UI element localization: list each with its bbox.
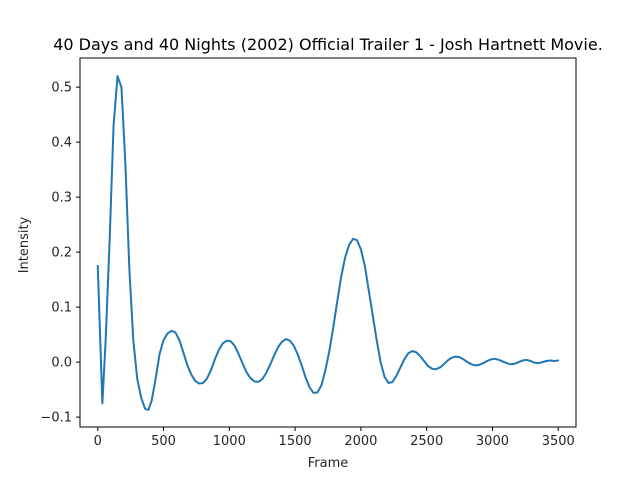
y-tick-label: 0.1 xyxy=(51,301,72,316)
x-tick-label: 500 xyxy=(151,434,176,449)
x-tick-label: 3500 xyxy=(542,434,575,449)
x-tick-label: 2500 xyxy=(410,434,443,449)
x-tick-label: 1000 xyxy=(213,434,246,449)
y-tick-label: −0.1 xyxy=(40,411,72,426)
x-tick-label: 0 xyxy=(94,434,102,449)
y-tick-label: 0.4 xyxy=(51,136,72,151)
y-axis: −0.1 0.0 0.1 0.2 0.3 0.4 0.5 xyxy=(40,81,80,426)
x-axis: 0 500 1000 1500 2000 2500 3000 3500 xyxy=(94,427,575,449)
series-line xyxy=(96,75,560,411)
x-axis-label: Frame xyxy=(308,456,349,471)
y-tick-label: 0.3 xyxy=(51,191,72,206)
plot-area xyxy=(79,57,577,428)
x-tick-label: 1500 xyxy=(279,434,312,449)
y-axis-label: Intensity xyxy=(17,216,32,273)
x-tick-label: 2000 xyxy=(344,434,377,449)
plot-frame xyxy=(79,57,577,428)
chart-title: 40 Days and 40 Nights (2002) Official Tr… xyxy=(53,35,603,54)
y-tick-label: 0.5 xyxy=(51,81,72,96)
y-tick-label: 0.2 xyxy=(51,246,72,261)
x-tick-label: 3000 xyxy=(476,434,509,449)
y-tick-label: 0.0 xyxy=(51,356,72,371)
